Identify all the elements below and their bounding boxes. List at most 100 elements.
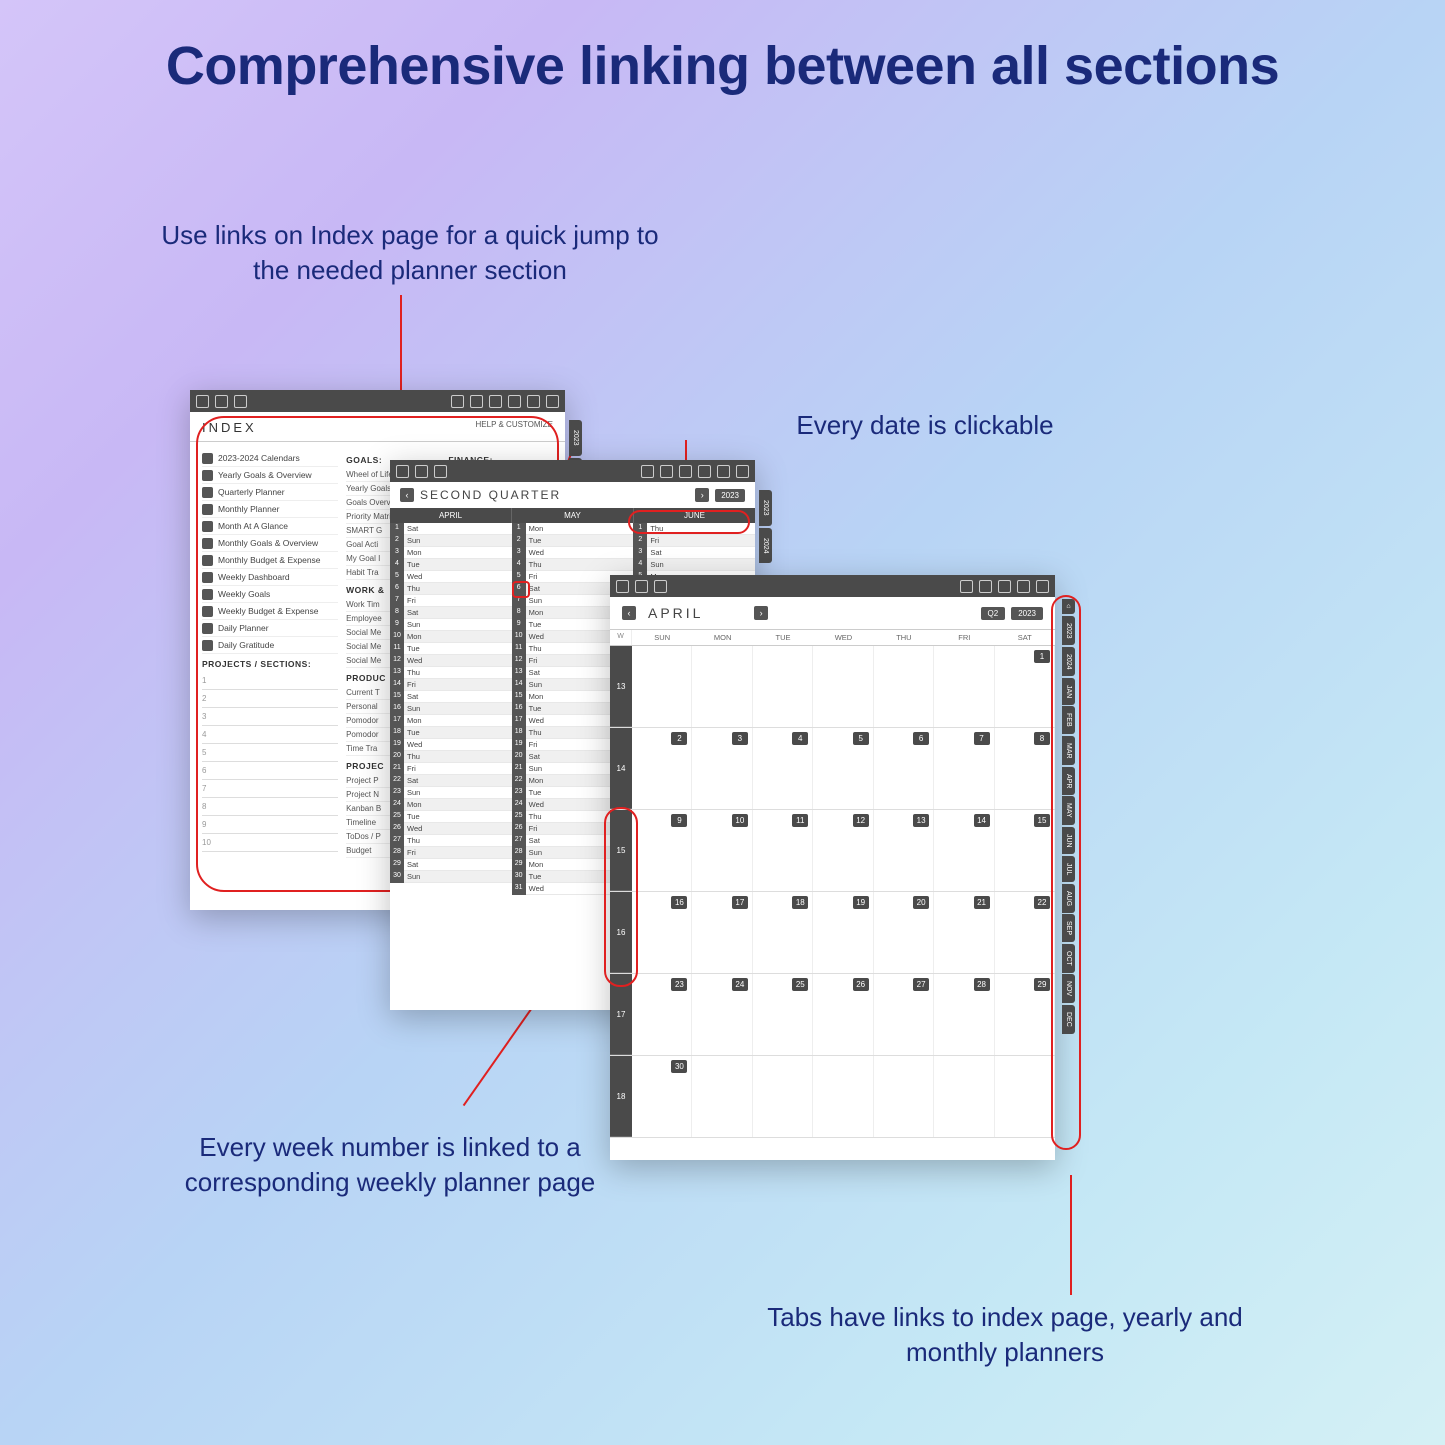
date-row[interactable]: 21Fri (390, 763, 512, 775)
date-badge[interactable]: 20 (913, 896, 929, 909)
nav-icon[interactable] (1017, 580, 1030, 593)
date-badge[interactable]: 13 (913, 814, 929, 827)
date-row[interactable]: 1Thu (633, 523, 755, 535)
nav-icon[interactable] (489, 395, 502, 408)
date-row[interactable]: 23Sun (390, 787, 512, 799)
calendar-cell[interactable] (934, 1056, 994, 1137)
year-pill[interactable]: 2023 (1011, 607, 1043, 620)
calendar-cell[interactable]: 25 (753, 974, 813, 1055)
date-badge[interactable]: 30 (671, 1060, 687, 1073)
nav-icon[interactable] (641, 465, 654, 478)
date-row[interactable]: 19Wed (390, 739, 512, 751)
date-badge[interactable]: 19 (853, 896, 869, 909)
prev-button[interactable]: ‹ (400, 488, 414, 502)
date-badge[interactable]: 7 (974, 732, 990, 745)
date-row[interactable]: 30Sun (390, 871, 512, 883)
calendar-cell[interactable]: 26 (813, 974, 873, 1055)
date-row[interactable]: 3Sat (633, 547, 755, 559)
side-tab[interactable]: AUG (1062, 884, 1075, 913)
nav-icon[interactable] (451, 395, 464, 408)
month-header[interactable]: APRIL (390, 508, 512, 523)
week-number[interactable]: 15 (610, 810, 632, 891)
next-button[interactable]: › (754, 606, 768, 620)
date-row[interactable]: 11Tue (390, 643, 512, 655)
date-badge[interactable]: 5 (853, 732, 869, 745)
date-row[interactable]: 14Fri (390, 679, 512, 691)
index-project-slot[interactable]: 3 (202, 708, 338, 726)
index-link[interactable]: Month At A Glance (202, 518, 338, 535)
index-project-slot[interactable]: 5 (202, 744, 338, 762)
month-header[interactable]: MAY (512, 508, 634, 523)
calendar-cell[interactable] (632, 646, 692, 727)
date-badge[interactable]: 10 (732, 814, 748, 827)
nav-icon[interactable] (717, 465, 730, 478)
date-row[interactable]: 4Thu (512, 559, 634, 571)
nav-icon[interactable] (527, 395, 540, 408)
side-tab[interactable]: 2023 (759, 490, 772, 526)
date-badge[interactable]: 22 (1034, 896, 1050, 909)
calendar-cell[interactable]: 27 (874, 974, 934, 1055)
side-tab[interactable]: NOV (1062, 974, 1075, 1003)
date-row[interactable]: 2Fri (633, 535, 755, 547)
index-link[interactable]: Monthly Planner (202, 501, 338, 518)
date-badge[interactable]: 29 (1034, 978, 1050, 991)
side-tab[interactable]: MAY (1062, 796, 1075, 825)
calendar-cell[interactable]: 28 (934, 974, 994, 1055)
index-project-slot[interactable]: 6 (202, 762, 338, 780)
date-row[interactable]: 28Fri (390, 847, 512, 859)
calendar-cell[interactable]: 29 (995, 974, 1055, 1055)
date-row[interactable]: 13Thu (390, 667, 512, 679)
date-badge[interactable]: 11 (792, 814, 808, 827)
date-badge[interactable]: 21 (974, 896, 990, 909)
index-link[interactable]: Daily Gratitude (202, 637, 338, 654)
nav-icon[interactable] (979, 580, 992, 593)
week-number[interactable]: 14 (610, 728, 632, 809)
date-badge[interactable]: 24 (732, 978, 748, 991)
quarter-year[interactable]: 2023 (715, 489, 745, 502)
side-tab[interactable]: 2024 (1062, 647, 1075, 677)
index-project-slot[interactable]: 4 (202, 726, 338, 744)
date-badge[interactable]: 3 (732, 732, 748, 745)
date-badge[interactable]: 4 (792, 732, 808, 745)
calendar-cell[interactable]: 4 (753, 728, 813, 809)
side-tab[interactable]: JUN (1062, 827, 1075, 855)
date-badge[interactable]: 1 (1034, 650, 1050, 663)
date-row[interactable]: 16Sun (390, 703, 512, 715)
index-link[interactable]: Monthly Goals & Overview (202, 535, 338, 552)
date-badge[interactable]: 8 (1034, 732, 1050, 745)
nav-icon[interactable] (660, 465, 673, 478)
side-tab[interactable]: JAN (1062, 678, 1075, 705)
date-row[interactable]: 3Wed (512, 547, 634, 559)
date-row[interactable]: 3Mon (390, 547, 512, 559)
side-tab[interactable]: DEC (1062, 1005, 1075, 1034)
index-project-slot[interactable]: 9 (202, 816, 338, 834)
next-button[interactable]: › (695, 488, 709, 502)
date-badge[interactable]: 15 (1034, 814, 1050, 827)
date-row[interactable]: 2Tue (512, 535, 634, 547)
index-link[interactable]: Daily Planner (202, 620, 338, 637)
calendar-cell[interactable] (874, 1056, 934, 1137)
calendar-cell[interactable]: 13 (874, 810, 934, 891)
calendar-cell[interactable]: 2 (632, 728, 692, 809)
side-tab[interactable]: MAR (1062, 736, 1075, 766)
nav-icon[interactable] (434, 465, 447, 478)
side-tab[interactable]: 2023 (569, 420, 582, 456)
nav-icon[interactable] (998, 580, 1011, 593)
calendar-cell[interactable]: 1 (995, 646, 1055, 727)
index-link[interactable]: Monthly Budget & Expense (202, 552, 338, 569)
calendar-cell[interactable] (813, 1056, 873, 1137)
date-badge[interactable]: 12 (853, 814, 869, 827)
date-row[interactable]: 4Sun (633, 559, 755, 571)
date-badge[interactable]: 26 (853, 978, 869, 991)
calendar-cell[interactable]: 21 (934, 892, 994, 973)
date-row[interactable]: 2Sun (390, 535, 512, 547)
date-badge[interactable]: 18 (792, 896, 808, 909)
nav-icon[interactable] (396, 465, 409, 478)
calendar-cell[interactable] (753, 646, 813, 727)
quarter-pill[interactable]: Q2 (981, 607, 1006, 620)
calendar-cell[interactable]: 15 (995, 810, 1055, 891)
side-tab[interactable]: JUL (1062, 856, 1075, 882)
month-header[interactable]: JUNE (634, 508, 755, 523)
nav-icon[interactable] (654, 580, 667, 593)
date-row[interactable]: 10Mon (390, 631, 512, 643)
